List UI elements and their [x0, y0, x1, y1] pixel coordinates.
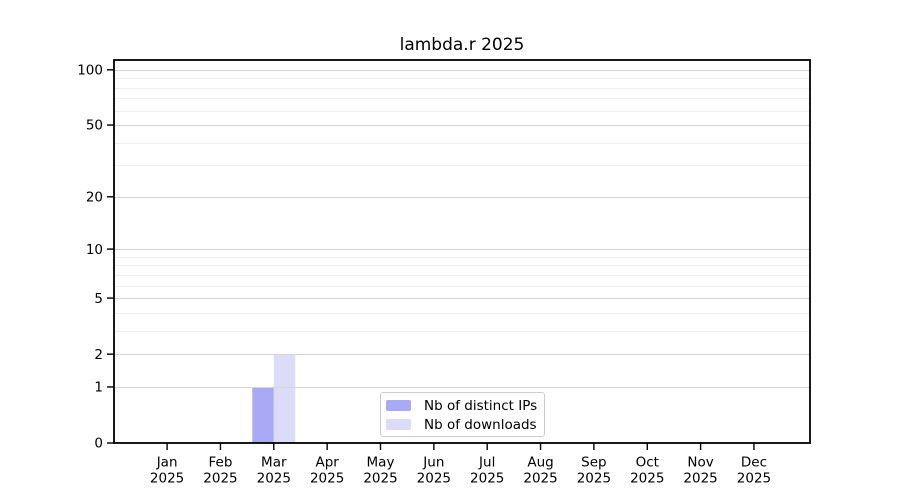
x-tick-year-label: 2025	[630, 471, 664, 487]
x-tick-month-label: Sep	[581, 455, 606, 471]
bar-mar-series1	[273, 354, 296, 443]
x-tick-month-label: Jan	[156, 455, 178, 471]
x-tick-month-label: Dec	[741, 455, 767, 471]
x-tick-year-label: 2025	[257, 471, 291, 487]
x-tick-year-label: 2025	[737, 471, 771, 487]
x-tick-year-label: 2025	[417, 471, 451, 487]
chart-title: lambda.r 2025	[399, 35, 525, 55]
x-tick-month-label: Jul	[478, 455, 495, 471]
legend-label: Nb of downloads	[424, 416, 537, 433]
bar-mar-series0	[252, 386, 274, 443]
y-tick-label: 50	[86, 118, 103, 134]
legend-swatch-icon	[386, 400, 411, 411]
x-tick-year-label: 2025	[523, 471, 557, 487]
y-tick-label: 1	[94, 380, 103, 396]
y-tick-label: 20	[86, 190, 103, 206]
y-tick-label: 100	[77, 62, 103, 78]
x-tick-year-label: 2025	[683, 471, 717, 487]
x-tick-month-label: Feb	[208, 455, 232, 471]
x-tick-year-label: 2025	[577, 471, 611, 487]
legend-entry-0: Nb of distinct IPs	[381, 396, 544, 415]
x-tick-month-label: Oct	[636, 455, 659, 471]
x-tick-year-label: 2025	[150, 471, 184, 487]
x-tick-month-label: May	[367, 455, 395, 471]
x-tick-month-label: Mar	[261, 455, 287, 471]
x-tick-year-label: 2025	[363, 471, 397, 487]
x-tick-month-label: Apr	[315, 455, 339, 471]
legend: Nb of distinct IPs Nb of downloads	[380, 392, 545, 437]
x-tick-year-label: 2025	[310, 471, 344, 487]
x-tick-year-label: 2025	[470, 471, 504, 487]
x-tick-month-label: Jun	[422, 455, 444, 471]
y-tick-label: 0	[94, 436, 103, 452]
y-tick-label: 10	[86, 242, 103, 258]
x-tick-year-label: 2025	[203, 471, 237, 487]
y-tick-label: 5	[94, 291, 103, 307]
legend-swatch-icon	[386, 419, 411, 430]
plot-border	[113, 59, 811, 444]
legend-label: Nb of distinct IPs	[424, 397, 538, 414]
x-tick-month-label: Nov	[687, 455, 713, 471]
y-tick-label: 2	[94, 347, 103, 363]
x-tick-month-label: Aug	[527, 455, 553, 471]
legend-entry-1: Nb of downloads	[381, 415, 544, 434]
